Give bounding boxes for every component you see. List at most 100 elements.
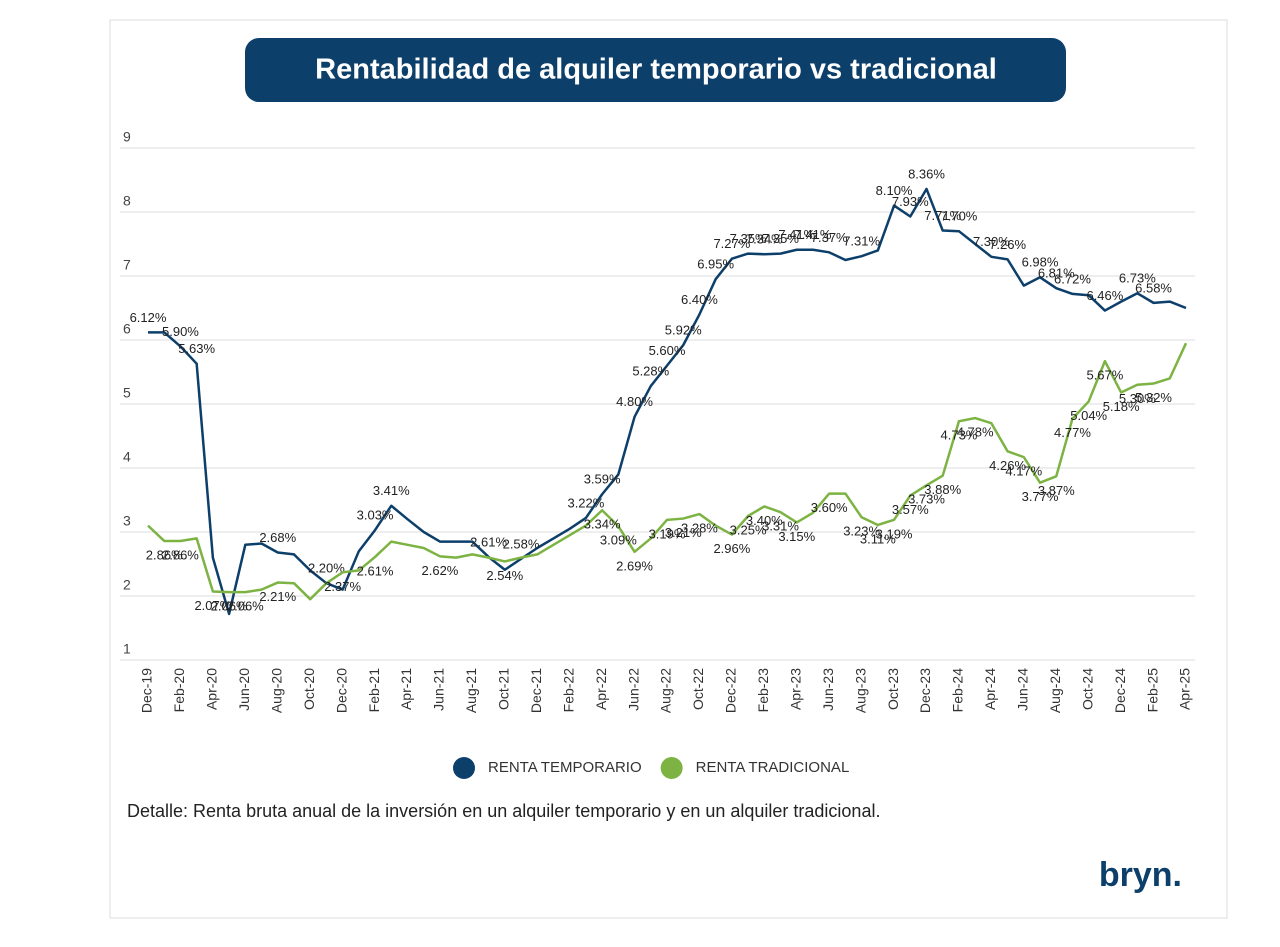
x-tick-label: Feb-23 [755, 668, 771, 713]
x-tick-label: Apr-23 [787, 668, 803, 710]
value-label: 4.73% [941, 428, 978, 443]
x-tick-label: Jun-21 [431, 668, 447, 711]
x-tick-label: Aug-24 [1047, 668, 1063, 713]
value-label: 7.70% [941, 209, 978, 224]
x-tick-label: Dec-24 [1112, 668, 1128, 713]
value-label: 6.95% [697, 257, 734, 272]
x-tick-label: Dec-20 [333, 668, 349, 713]
value-label: 6.98% [1022, 255, 1059, 270]
value-label: 5.92% [665, 323, 702, 338]
value-label: 7.93% [892, 194, 929, 209]
y-tick-label: 9 [123, 129, 131, 145]
value-label: 2.21% [259, 589, 296, 604]
value-label: 2.86% [162, 547, 199, 562]
value-label: 5.30% [1119, 391, 1156, 406]
value-label: 6.58% [1135, 280, 1172, 295]
value-label: 3.03% [357, 508, 394, 523]
brand-logo: bryn. [1099, 856, 1182, 894]
value-label: 3.77% [1022, 489, 1059, 504]
x-tick-label: Dec-23 [917, 668, 933, 713]
value-label: 2.37% [324, 579, 361, 594]
x-tick-label: Dec-19 [139, 668, 155, 713]
x-tick-label: Dec-21 [528, 668, 544, 713]
value-label: 5.04% [1070, 408, 1107, 423]
value-label: 2.86% [146, 547, 183, 562]
value-label: 6.12% [130, 310, 167, 325]
x-tick-label: Feb-22 [560, 668, 576, 713]
value-label: 3.22% [567, 495, 604, 510]
value-label: 3.59% [584, 472, 621, 487]
value-label: 3.09% [600, 533, 637, 548]
y-tick-label: 2 [123, 577, 131, 593]
value-label: 2.62% [422, 563, 459, 578]
value-label: 4.80% [616, 394, 653, 409]
x-tick-label: Dec-22 [723, 668, 739, 713]
value-label: 6.73% [1119, 271, 1156, 286]
y-tick-label: 6 [123, 321, 131, 337]
x-tick-label: Aug-23 [852, 668, 868, 713]
value-label: 6.46% [1086, 288, 1123, 303]
value-label: 7.35% [762, 231, 799, 246]
value-label: 3.87% [1038, 483, 1075, 498]
value-label: 5.67% [1086, 368, 1123, 383]
value-label: 4.17% [1005, 464, 1042, 479]
x-tick-label: Jun-23 [820, 668, 836, 711]
x-tick-label: Oct-24 [1079, 668, 1095, 710]
value-label: 7.31% [843, 234, 880, 249]
value-label: 2.07% [194, 598, 231, 613]
legend-swatch [660, 757, 683, 779]
value-label: 7.34% [746, 232, 783, 247]
x-tick-label: Feb-21 [366, 668, 382, 713]
x-tick-label: Apr-24 [982, 668, 998, 710]
y-tick-label: 4 [123, 449, 131, 465]
value-label: 4.77% [1054, 425, 1091, 440]
series-line [147, 342, 1188, 601]
chart-title: Rentabilidad de alquiler temporario vs t… [315, 54, 997, 86]
x-tick-label: Oct-22 [690, 668, 706, 710]
value-label: 8.10% [876, 183, 913, 198]
value-label: 7.71% [924, 208, 961, 223]
value-label: 8.36% [908, 166, 945, 181]
value-label: 2.06% [227, 599, 264, 614]
value-label: 3.15% [778, 529, 815, 544]
value-label: 4.78% [957, 425, 994, 440]
value-label: 4.26% [989, 458, 1026, 473]
value-label: 5.63% [178, 341, 215, 356]
value-label: 7.30% [973, 234, 1010, 249]
value-label: 5.60% [649, 343, 686, 358]
value-label: 3.19% [876, 526, 913, 541]
value-label: 5.28% [632, 364, 669, 379]
value-label: 3.11% [860, 531, 896, 546]
x-tick-label: Jun-20 [236, 668, 252, 711]
title-banner [245, 38, 1066, 102]
value-label: 3.23% [843, 524, 880, 539]
value-label: 7.26% [989, 237, 1026, 252]
value-label: 2.68% [259, 530, 296, 545]
x-tick-label: Jun-24 [1015, 668, 1031, 711]
legend-swatch [453, 757, 475, 779]
value-label: 3.21% [665, 525, 702, 540]
value-label: 3.25% [730, 522, 767, 537]
value-label: 7.41% [778, 227, 815, 242]
value-label: 7.41% [795, 227, 832, 242]
value-label: 5.18% [1103, 399, 1140, 414]
x-tick-label: Apr-21 [398, 668, 414, 710]
value-label: 3.31% [762, 519, 799, 534]
y-tick-label: 3 [123, 513, 131, 529]
y-tick-label: 7 [123, 257, 131, 273]
value-label: 2.54% [486, 568, 523, 583]
x-tick-label: Apr-25 [1177, 668, 1193, 710]
value-label: 7.27% [713, 236, 750, 251]
value-label: 3.57% [892, 502, 929, 517]
x-tick-label: Aug-22 [658, 668, 674, 713]
note: Detalle: Renta bruta anual de la inversi… [127, 801, 880, 821]
series-line [148, 187, 1187, 616]
value-label: 3.19% [649, 526, 686, 541]
legend-label: RENTA TEMPORARIO [488, 759, 642, 776]
value-label: 7.35% [730, 231, 767, 246]
x-tick-label: Aug-21 [463, 668, 479, 713]
value-label: 7.37% [811, 230, 848, 245]
value-label: 2.69% [616, 558, 653, 573]
x-tick-label: Feb-24 [950, 668, 966, 713]
